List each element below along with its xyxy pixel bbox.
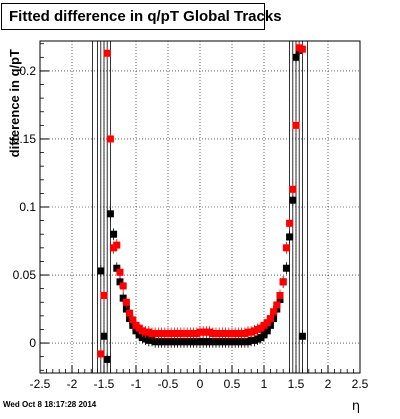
data-point-red (263, 319, 271, 327)
x-tick-label: 1.5 (288, 377, 305, 391)
data-point-red (116, 268, 124, 276)
data-point-black (260, 331, 268, 339)
data-point-red (298, 45, 306, 53)
x-tick-label: 0 (197, 377, 204, 391)
y-tick-label: 0 (29, 336, 36, 350)
data-point-black (100, 332, 108, 340)
data-point-red (292, 121, 300, 129)
data-point-red (273, 301, 281, 309)
data-point-black (116, 278, 124, 286)
data-point-black (103, 355, 111, 363)
data-point-black (97, 267, 105, 275)
x-tick-label: -1.5 (94, 377, 115, 391)
data-point-red (100, 291, 108, 299)
y-tick-label: 0.1 (19, 200, 36, 214)
data-point-black (263, 327, 271, 335)
data-point-black (122, 305, 130, 313)
data-point-red (282, 244, 290, 252)
data-point-red (286, 219, 294, 227)
y-tick-label: 0.2 (19, 64, 36, 78)
x-tick-label: 2.5 (352, 377, 369, 391)
data-point-red (97, 350, 105, 358)
chart-title: Fitted difference in q/pT Global Tracks (9, 8, 282, 25)
data-point-black (282, 264, 290, 272)
data-point-red (106, 135, 114, 143)
data-point-red (276, 291, 284, 299)
data-point-black (119, 294, 127, 302)
y-axis-label: difference in q/pT (7, 49, 22, 157)
x-tick-label: 1 (261, 377, 268, 391)
data-point-red (289, 185, 297, 193)
data-point-red (113, 241, 121, 249)
data-point-red (266, 315, 274, 323)
data-point-red (119, 282, 127, 290)
x-tick-label: -0.5 (158, 377, 179, 391)
data-point-black (289, 196, 297, 204)
data-point-black (106, 210, 114, 218)
x-axis-label: η (352, 399, 360, 414)
data-point-red (103, 49, 111, 57)
chart-title-box: Fitted difference in q/pT Global Tracks (1, 3, 282, 30)
x-tick-label: -2.5 (30, 377, 51, 391)
y-tick-label: 0.05 (13, 268, 37, 282)
x-tick-label: -2 (67, 377, 78, 391)
data-point-red (279, 278, 287, 286)
data-point-black (292, 53, 300, 61)
x-tick-label: 2 (325, 377, 332, 391)
timestamp-label: Wed Oct 8 18:17:28 2014 (3, 400, 97, 409)
data-point-red (270, 308, 278, 316)
x-tick-label: -1 (131, 377, 142, 391)
data-point-black (286, 233, 294, 241)
data-point-red (122, 298, 130, 306)
data-point-red (126, 309, 134, 317)
data-point-black (113, 264, 121, 272)
data-point-black (298, 332, 306, 340)
y-tick-label: 0.15 (13, 132, 37, 146)
data-point-black (110, 230, 118, 238)
data-point-red (129, 316, 137, 324)
x-tick-label: 0.5 (224, 377, 241, 391)
